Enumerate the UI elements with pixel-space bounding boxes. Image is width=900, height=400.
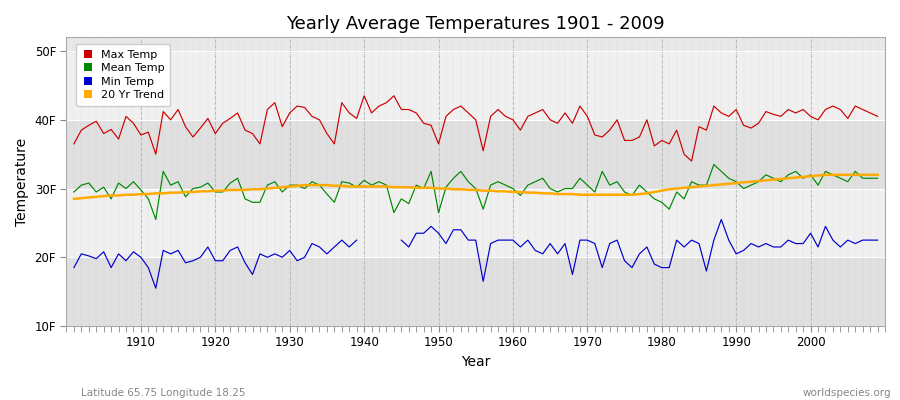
X-axis label: Year: Year bbox=[461, 355, 491, 369]
Bar bbox=[67, 188, 885, 257]
Legend: Max Temp, Mean Temp, Min Temp, 20 Yr Trend: Max Temp, Mean Temp, Min Temp, 20 Yr Tre… bbox=[76, 44, 170, 106]
Y-axis label: Temperature: Temperature bbox=[15, 138, 29, 226]
Bar bbox=[67, 257, 885, 326]
Text: Latitude 65.75 Longitude 18.25: Latitude 65.75 Longitude 18.25 bbox=[81, 388, 246, 398]
Bar bbox=[67, 120, 885, 188]
Title: Yearly Average Temperatures 1901 - 2009: Yearly Average Temperatures 1901 - 2009 bbox=[286, 15, 665, 33]
Bar bbox=[67, 51, 885, 120]
Text: worldspecies.org: worldspecies.org bbox=[803, 388, 891, 398]
